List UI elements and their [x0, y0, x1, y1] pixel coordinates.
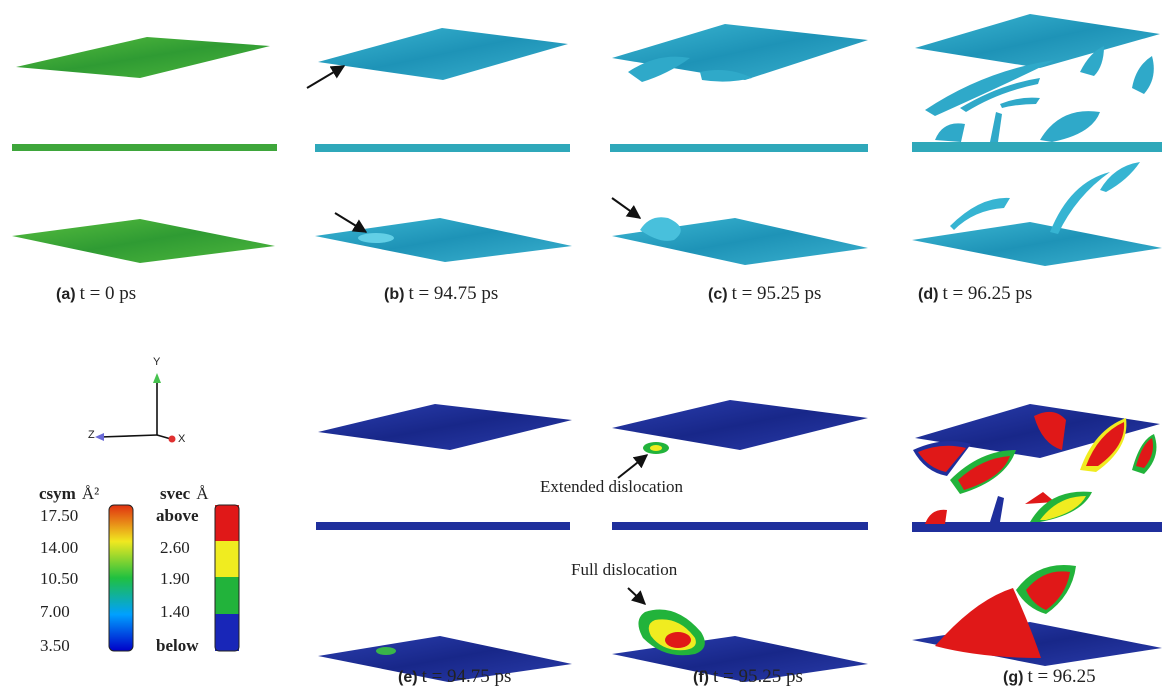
- plate-top-g: [915, 404, 1160, 458]
- plate-side-d: [912, 142, 1162, 152]
- plate-top-d: [915, 14, 1160, 68]
- loop-d-8: [1040, 111, 1100, 142]
- plate-side-f: [612, 522, 868, 530]
- axis-z: [99, 434, 158, 438]
- arrow-f-extended: [617, 454, 649, 479]
- svec-colorbar: [214, 504, 240, 652]
- loop-d-2: [960, 78, 1040, 112]
- defect-g-11r: [1026, 571, 1070, 610]
- defect-g-8: [990, 496, 1004, 522]
- csym-legend-title: csym Å²: [39, 484, 100, 503]
- axis-z-head: [95, 433, 104, 441]
- caption-d: (d) t = 96.25 ps: [918, 283, 1033, 304]
- loop-d-5: [1000, 97, 1040, 108]
- loop-d-11: [1100, 162, 1140, 192]
- csym-tick-4: 7.00: [40, 602, 70, 621]
- defect-g-6: [1025, 492, 1055, 504]
- plate-top-f: [612, 400, 868, 450]
- panel-b: [306, 28, 572, 262]
- loop-c-top2: [700, 70, 752, 82]
- csym-tick-3: 10.50: [40, 569, 79, 588]
- defect-e: [376, 647, 396, 655]
- arrow-f-full: [627, 587, 647, 605]
- caption-f: (f) t = 95.25 ps: [693, 666, 803, 687]
- annotation-extended-dislocation: Extended dislocation: [540, 477, 684, 496]
- plate-side-b: [315, 144, 570, 152]
- loop-d-6: [935, 123, 965, 142]
- caption-a: (a) t = 0 ps: [56, 283, 137, 304]
- defect-f-bottom-r: [665, 632, 691, 648]
- annotation-full-dislocation: Full dislocation: [571, 560, 678, 579]
- plate-side-e: [316, 522, 570, 530]
- defect-b: [358, 233, 394, 243]
- panel-g: [912, 404, 1162, 666]
- panel-f: [612, 400, 868, 682]
- plate-bottom-d: [912, 222, 1162, 266]
- svec-tick-3: 1.90: [160, 569, 190, 588]
- axis-x-head: [168, 435, 176, 443]
- defect-g-10: [935, 588, 1041, 658]
- plate-top-e: [318, 404, 572, 450]
- axis-label-x: X: [178, 433, 186, 445]
- loop-c-top: [628, 56, 690, 82]
- csym-tick-2: 14.00: [40, 538, 79, 557]
- caption-c: (c) t = 95.25 ps: [708, 283, 822, 304]
- defect-g-1r: [918, 445, 966, 472]
- panel-a: [12, 37, 277, 263]
- axis-label-y: Y: [153, 356, 161, 368]
- arrow-b-top: [306, 65, 346, 89]
- plate-bottom-b: [315, 218, 572, 262]
- defect-g-9y: [1040, 496, 1086, 520]
- csym-tick-1: 17.50: [40, 506, 79, 525]
- loop-d-10: [950, 197, 1010, 230]
- caption-b: (b) t = 94.75 ps: [384, 283, 499, 304]
- svec-legend-title: svec Å: [160, 484, 209, 503]
- loop-d-4: [1132, 56, 1154, 94]
- svec-tick-5: below: [156, 636, 199, 655]
- loop-d-3: [1080, 46, 1104, 76]
- plate-side-g: [912, 522, 1162, 532]
- loop-d-7: [990, 112, 1002, 142]
- plate-top-a: [16, 37, 270, 78]
- caption-g: (g) t = 96.25: [1003, 666, 1096, 687]
- svec-tick-2: 2.60: [160, 538, 190, 557]
- svec-tick-4: 1.40: [160, 602, 190, 621]
- defect-f-top-core: [650, 445, 662, 451]
- axis-y-head: [153, 373, 161, 383]
- defect-g-4r: [1086, 422, 1125, 466]
- panel-d: [912, 14, 1162, 266]
- arrow-b-bottom: [334, 212, 368, 233]
- plate-bottom-a: [12, 219, 275, 263]
- plate-side-a: [12, 144, 277, 151]
- arrow-c: [611, 197, 642, 219]
- defect-g-5r: [1136, 438, 1153, 468]
- panel-e: [316, 404, 572, 682]
- defect-g-3: [1034, 411, 1066, 450]
- axis-triad: [95, 373, 176, 443]
- panel-c: [610, 24, 868, 265]
- loop-c-bottom: [640, 217, 681, 241]
- caption-e: (e) t = 94.75 ps: [398, 666, 512, 687]
- csym-colorbar: [108, 504, 134, 652]
- axis-label-z: Z: [88, 429, 95, 441]
- defect-g-7: [925, 509, 947, 524]
- loop-d-1: [925, 60, 1055, 116]
- csym-tick-5: 3.50: [40, 636, 70, 655]
- defect-g-2r: [958, 456, 1010, 490]
- loop-d-9: [1050, 172, 1110, 234]
- plate-top-b: [318, 28, 568, 80]
- plate-side-c: [610, 144, 868, 152]
- svec-tick-1: above: [156, 506, 199, 525]
